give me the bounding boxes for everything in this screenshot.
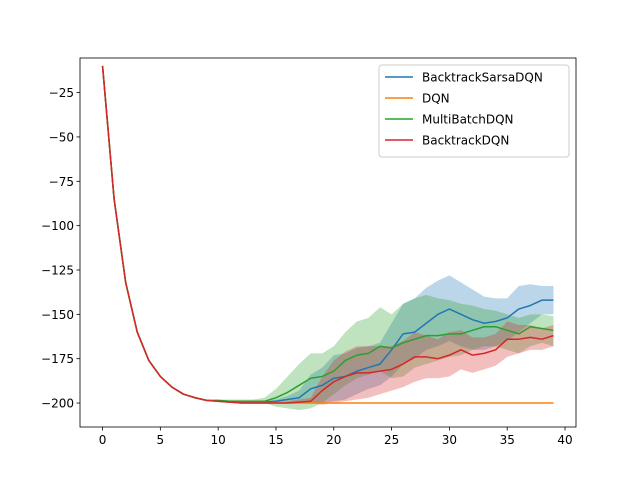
y-tick-label: −150 — [41, 308, 74, 322]
band-multibatchdqn — [102, 65, 554, 411]
legend-label-dqn: DQN — [422, 92, 450, 106]
band-backtracksarsadqn — [102, 65, 554, 404]
x-tick-label: 20 — [326, 433, 341, 447]
y-tick-label: −75 — [49, 175, 74, 189]
axes-frame — [79, 57, 577, 428]
series-lines — [101, 65, 554, 404]
y-tick-label: −175 — [41, 352, 74, 366]
confidence-bands — [102, 65, 554, 411]
legend-label-multibatchdqn: MultiBatchDQN — [422, 113, 514, 127]
x-tick-label: 15 — [268, 433, 283, 447]
y-tick-label: −50 — [49, 130, 74, 144]
x-tick-label: 25 — [384, 433, 399, 447]
x-tick-label: 10 — [211, 433, 226, 447]
y-tick-label: −25 — [49, 86, 74, 100]
legend-box — [378, 64, 570, 158]
y-tick-label: −200 — [41, 397, 74, 411]
x-tick-label: 40 — [557, 433, 572, 447]
x-tick-label: 35 — [500, 433, 515, 447]
x-tick-label: 5 — [157, 433, 165, 447]
legend: BacktrackSarsaDQN DQN MultiBatchDQN Backtra… — [378, 64, 570, 158]
legend-label-backtrackdqn: BacktrackDQN — [422, 134, 509, 148]
x-tick-label: 0 — [99, 433, 107, 447]
legend-label-backtracksarsadqn: BacktrackSarsaDQN — [422, 71, 543, 85]
y-axis-ticks: −200 −175 −150 −125 −100 −75 −50 −25 — [41, 86, 80, 411]
x-tick-label: 30 — [442, 433, 457, 447]
x-axis-ticks: 0 5 10 15 20 25 30 35 40 — [99, 427, 573, 447]
y-tick-label: −100 — [41, 219, 74, 233]
y-tick-label: −125 — [41, 263, 74, 277]
series-line-backtrackdqn — [101, 65, 554, 404]
